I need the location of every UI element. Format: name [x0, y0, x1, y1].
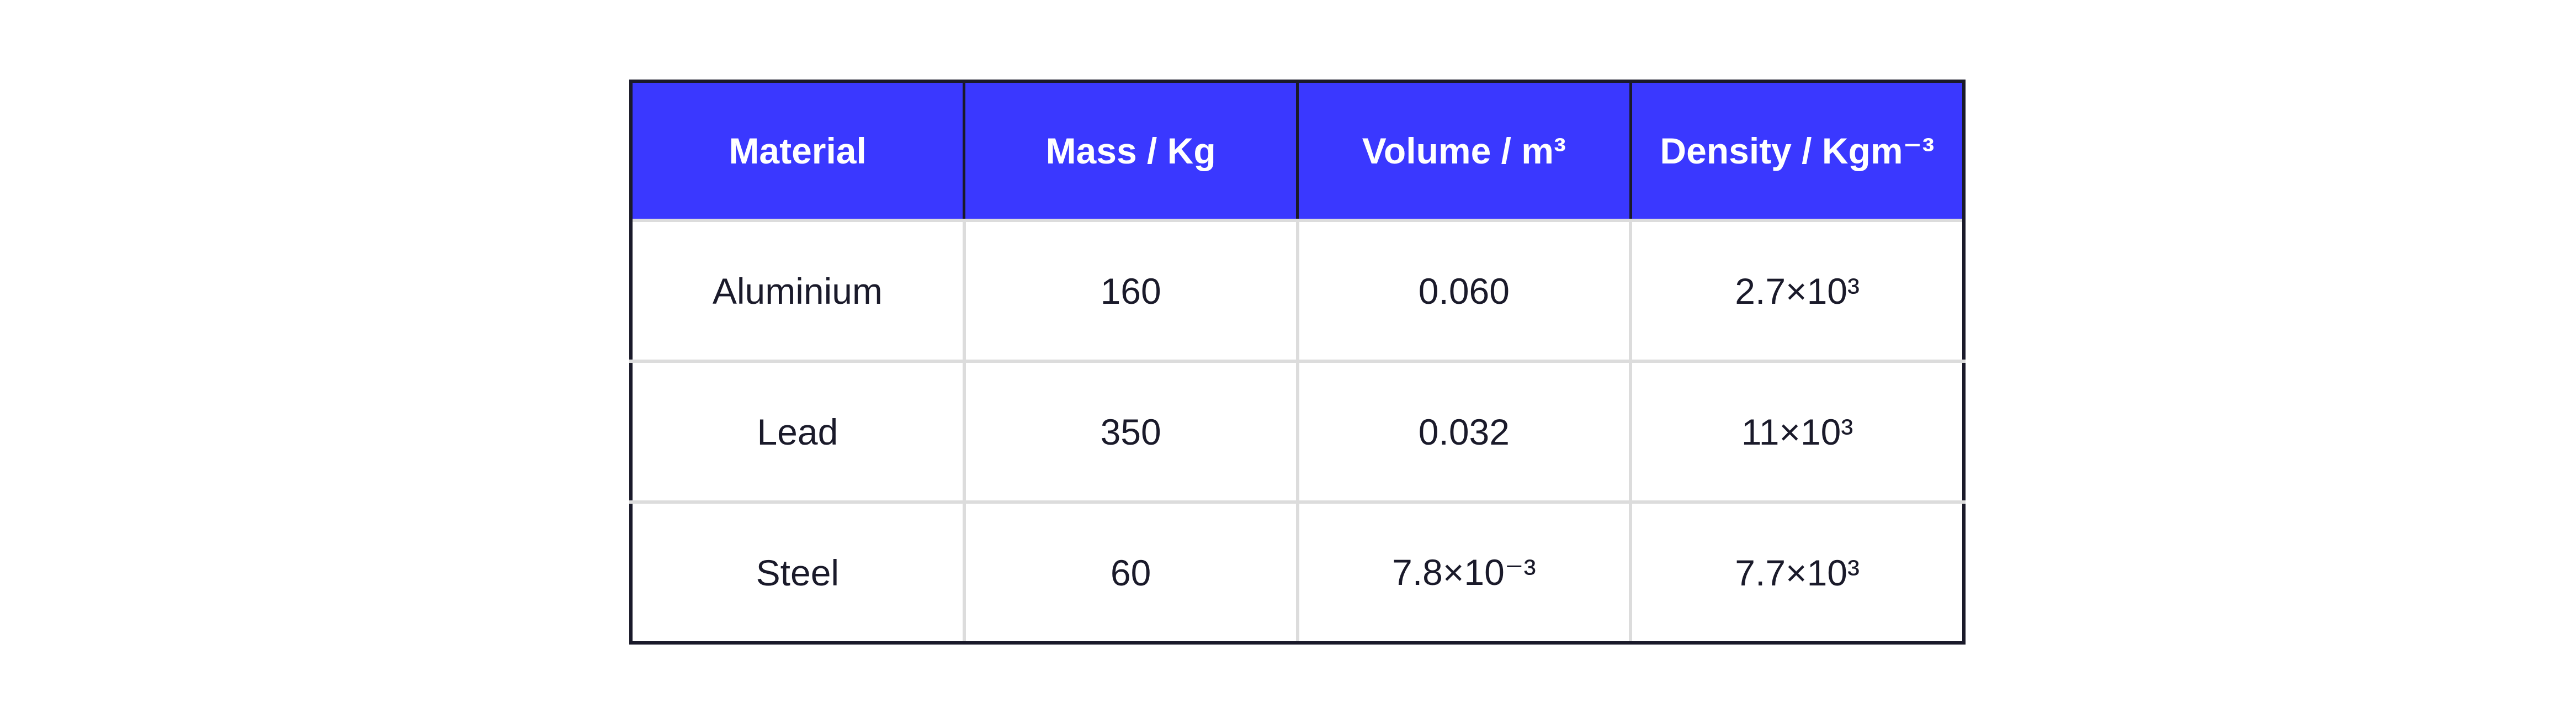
- table-row: Steel 60 7.8×10⁻³ 7.7×10³: [629, 500, 1966, 645]
- header-cell: Volume / m³: [1296, 80, 1632, 222]
- table-cell: 350: [962, 360, 1299, 504]
- header-cell: Density / Kgm⁻³: [1629, 80, 1966, 222]
- header-cell: Material: [629, 80, 966, 222]
- table-header: Material Mass / Kg Volume / m³ Density / Kg…: [629, 80, 1966, 222]
- table-row: Lead 350 0.032 11×10³: [629, 360, 1966, 504]
- table-cell: 7.8×10⁻³: [1295, 500, 1633, 645]
- table-cell: 11×10³: [1629, 360, 1966, 504]
- table-cell: Aluminium: [629, 219, 966, 363]
- table-cell: 7.7×10³: [1629, 500, 1966, 645]
- header-row: Material Mass / Kg Volume / m³ Density / Kg…: [629, 80, 1966, 222]
- table-cell: 2.7×10³: [1629, 219, 1966, 363]
- table-cell: 0.060: [1295, 219, 1633, 363]
- table-cell: 160: [962, 219, 1299, 363]
- table-cell: 60: [962, 500, 1299, 645]
- table-cell: Lead: [629, 360, 966, 504]
- table-cell: 0.032: [1295, 360, 1633, 504]
- table-body: Aluminium 160 0.060 2.7×10³ Lead 350 0.032 11×1…: [629, 219, 1966, 645]
- table-cell: Steel: [629, 500, 966, 645]
- density-table: Material Mass / Kg Volume / m³ Density / Kg…: [629, 80, 1966, 645]
- table-row: Aluminium 160 0.060 2.7×10³: [629, 219, 1966, 363]
- header-cell: Mass / Kg: [963, 80, 1299, 222]
